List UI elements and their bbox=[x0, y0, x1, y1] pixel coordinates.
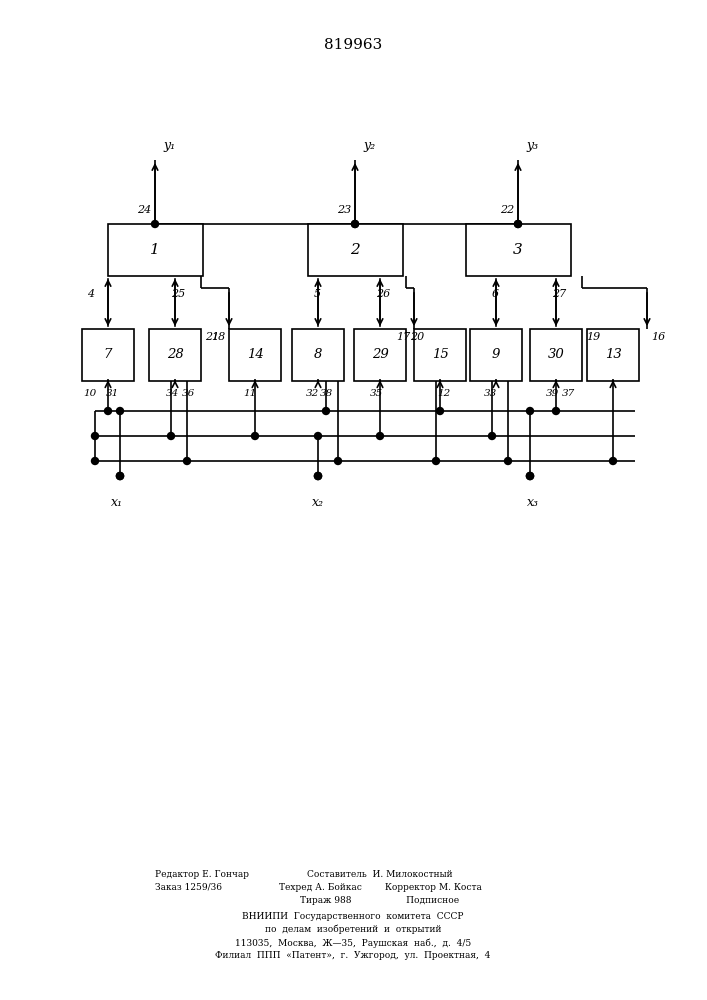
Bar bbox=[107, 224, 202, 276]
Text: 31: 31 bbox=[106, 389, 119, 398]
Bar bbox=[414, 329, 466, 381]
Text: 38: 38 bbox=[320, 389, 332, 398]
Circle shape bbox=[91, 458, 98, 464]
Text: 34: 34 bbox=[165, 389, 179, 398]
Text: x₂: x₂ bbox=[312, 496, 324, 509]
Circle shape bbox=[377, 432, 383, 440]
Circle shape bbox=[315, 432, 322, 440]
Text: ВНИИПИ  Государственного  комитета  СССР: ВНИИПИ Государственного комитета СССР bbox=[243, 912, 464, 921]
Text: y₃: y₃ bbox=[526, 139, 538, 152]
Circle shape bbox=[552, 408, 559, 414]
Text: 11: 11 bbox=[243, 389, 257, 398]
Circle shape bbox=[322, 408, 329, 414]
Text: 113035,  Москва,  Ж—35,  Раушская  наб.,  д.  4/5: 113035, Москва, Ж—35, Раушская наб., д. … bbox=[235, 938, 471, 948]
Bar bbox=[229, 329, 281, 381]
Bar bbox=[82, 329, 134, 381]
Text: Техред А. Бойкас        Корректор М. Коста: Техред А. Бойкас Корректор М. Коста bbox=[279, 883, 481, 892]
Circle shape bbox=[351, 221, 358, 228]
Text: 22: 22 bbox=[500, 205, 514, 215]
Text: 17: 17 bbox=[396, 332, 410, 342]
Circle shape bbox=[609, 458, 617, 464]
Text: 32: 32 bbox=[305, 389, 319, 398]
Text: 8: 8 bbox=[314, 349, 322, 361]
Circle shape bbox=[515, 221, 522, 228]
Text: 10: 10 bbox=[83, 389, 97, 398]
Circle shape bbox=[436, 408, 443, 414]
Text: y₁: y₁ bbox=[163, 139, 175, 152]
Text: y₂: y₂ bbox=[363, 139, 375, 152]
Text: 27: 27 bbox=[552, 289, 566, 299]
Text: 36: 36 bbox=[182, 389, 196, 398]
Text: 33: 33 bbox=[484, 389, 498, 398]
Circle shape bbox=[515, 221, 522, 228]
Text: 1: 1 bbox=[150, 243, 160, 257]
Text: 20: 20 bbox=[410, 332, 424, 342]
Bar bbox=[308, 224, 402, 276]
Circle shape bbox=[505, 458, 511, 464]
Text: 7: 7 bbox=[104, 349, 112, 361]
Bar bbox=[587, 329, 639, 381]
Bar bbox=[292, 329, 344, 381]
Circle shape bbox=[334, 458, 341, 464]
Circle shape bbox=[527, 408, 534, 414]
Text: 35: 35 bbox=[369, 389, 382, 398]
Text: 16: 16 bbox=[651, 332, 665, 342]
Circle shape bbox=[489, 432, 496, 440]
Text: Филиал  ППП  «Патент»,  г.  Ужгород,  ул.  Проектная,  4: Филиал ППП «Патент», г. Ужгород, ул. Про… bbox=[216, 951, 491, 960]
Text: 23: 23 bbox=[337, 205, 351, 215]
Circle shape bbox=[433, 458, 440, 464]
Text: Составитель  И. Милокостный: Составитель И. Милокостный bbox=[307, 870, 452, 879]
Text: 24: 24 bbox=[136, 205, 151, 215]
Text: 25: 25 bbox=[171, 289, 185, 299]
Circle shape bbox=[184, 458, 190, 464]
Bar bbox=[149, 329, 201, 381]
Circle shape bbox=[168, 432, 175, 440]
Bar bbox=[470, 329, 522, 381]
Text: Тираж 988                   Подписное: Тираж 988 Подписное bbox=[300, 896, 460, 905]
Text: 39: 39 bbox=[545, 389, 559, 398]
Text: 37: 37 bbox=[561, 389, 575, 398]
Text: x₁: x₁ bbox=[111, 496, 123, 509]
Circle shape bbox=[151, 221, 158, 228]
Text: 21: 21 bbox=[205, 332, 219, 342]
Bar bbox=[465, 224, 571, 276]
Text: 3: 3 bbox=[513, 243, 523, 257]
Text: 18: 18 bbox=[211, 332, 225, 342]
Text: Редактор Е. Гончар: Редактор Е. Гончар bbox=[155, 870, 249, 879]
Text: Заказ 1259/36: Заказ 1259/36 bbox=[155, 883, 222, 892]
Text: 4: 4 bbox=[87, 289, 94, 299]
Text: 2: 2 bbox=[350, 243, 360, 257]
Circle shape bbox=[252, 432, 259, 440]
Bar bbox=[530, 329, 582, 381]
Text: по  делам  изобретений  и  открытий: по делам изобретений и открытий bbox=[264, 925, 441, 934]
Circle shape bbox=[91, 432, 98, 440]
Text: 6: 6 bbox=[492, 289, 499, 299]
Text: x₃: x₃ bbox=[527, 496, 539, 509]
Text: 13: 13 bbox=[604, 349, 621, 361]
Circle shape bbox=[117, 473, 124, 480]
Circle shape bbox=[527, 473, 534, 480]
Circle shape bbox=[315, 473, 322, 480]
Circle shape bbox=[351, 221, 358, 228]
Text: 12: 12 bbox=[438, 389, 450, 398]
Text: 15: 15 bbox=[432, 349, 448, 361]
Text: 19: 19 bbox=[586, 332, 600, 342]
Circle shape bbox=[117, 408, 124, 414]
Text: 28: 28 bbox=[167, 349, 183, 361]
Text: 9: 9 bbox=[492, 349, 500, 361]
Text: 26: 26 bbox=[376, 289, 390, 299]
Circle shape bbox=[105, 408, 112, 414]
Text: 14: 14 bbox=[247, 349, 264, 361]
Bar bbox=[354, 329, 406, 381]
Text: 29: 29 bbox=[372, 349, 388, 361]
Text: 30: 30 bbox=[548, 349, 564, 361]
Text: 5: 5 bbox=[314, 289, 321, 299]
Text: 819963: 819963 bbox=[324, 38, 382, 52]
